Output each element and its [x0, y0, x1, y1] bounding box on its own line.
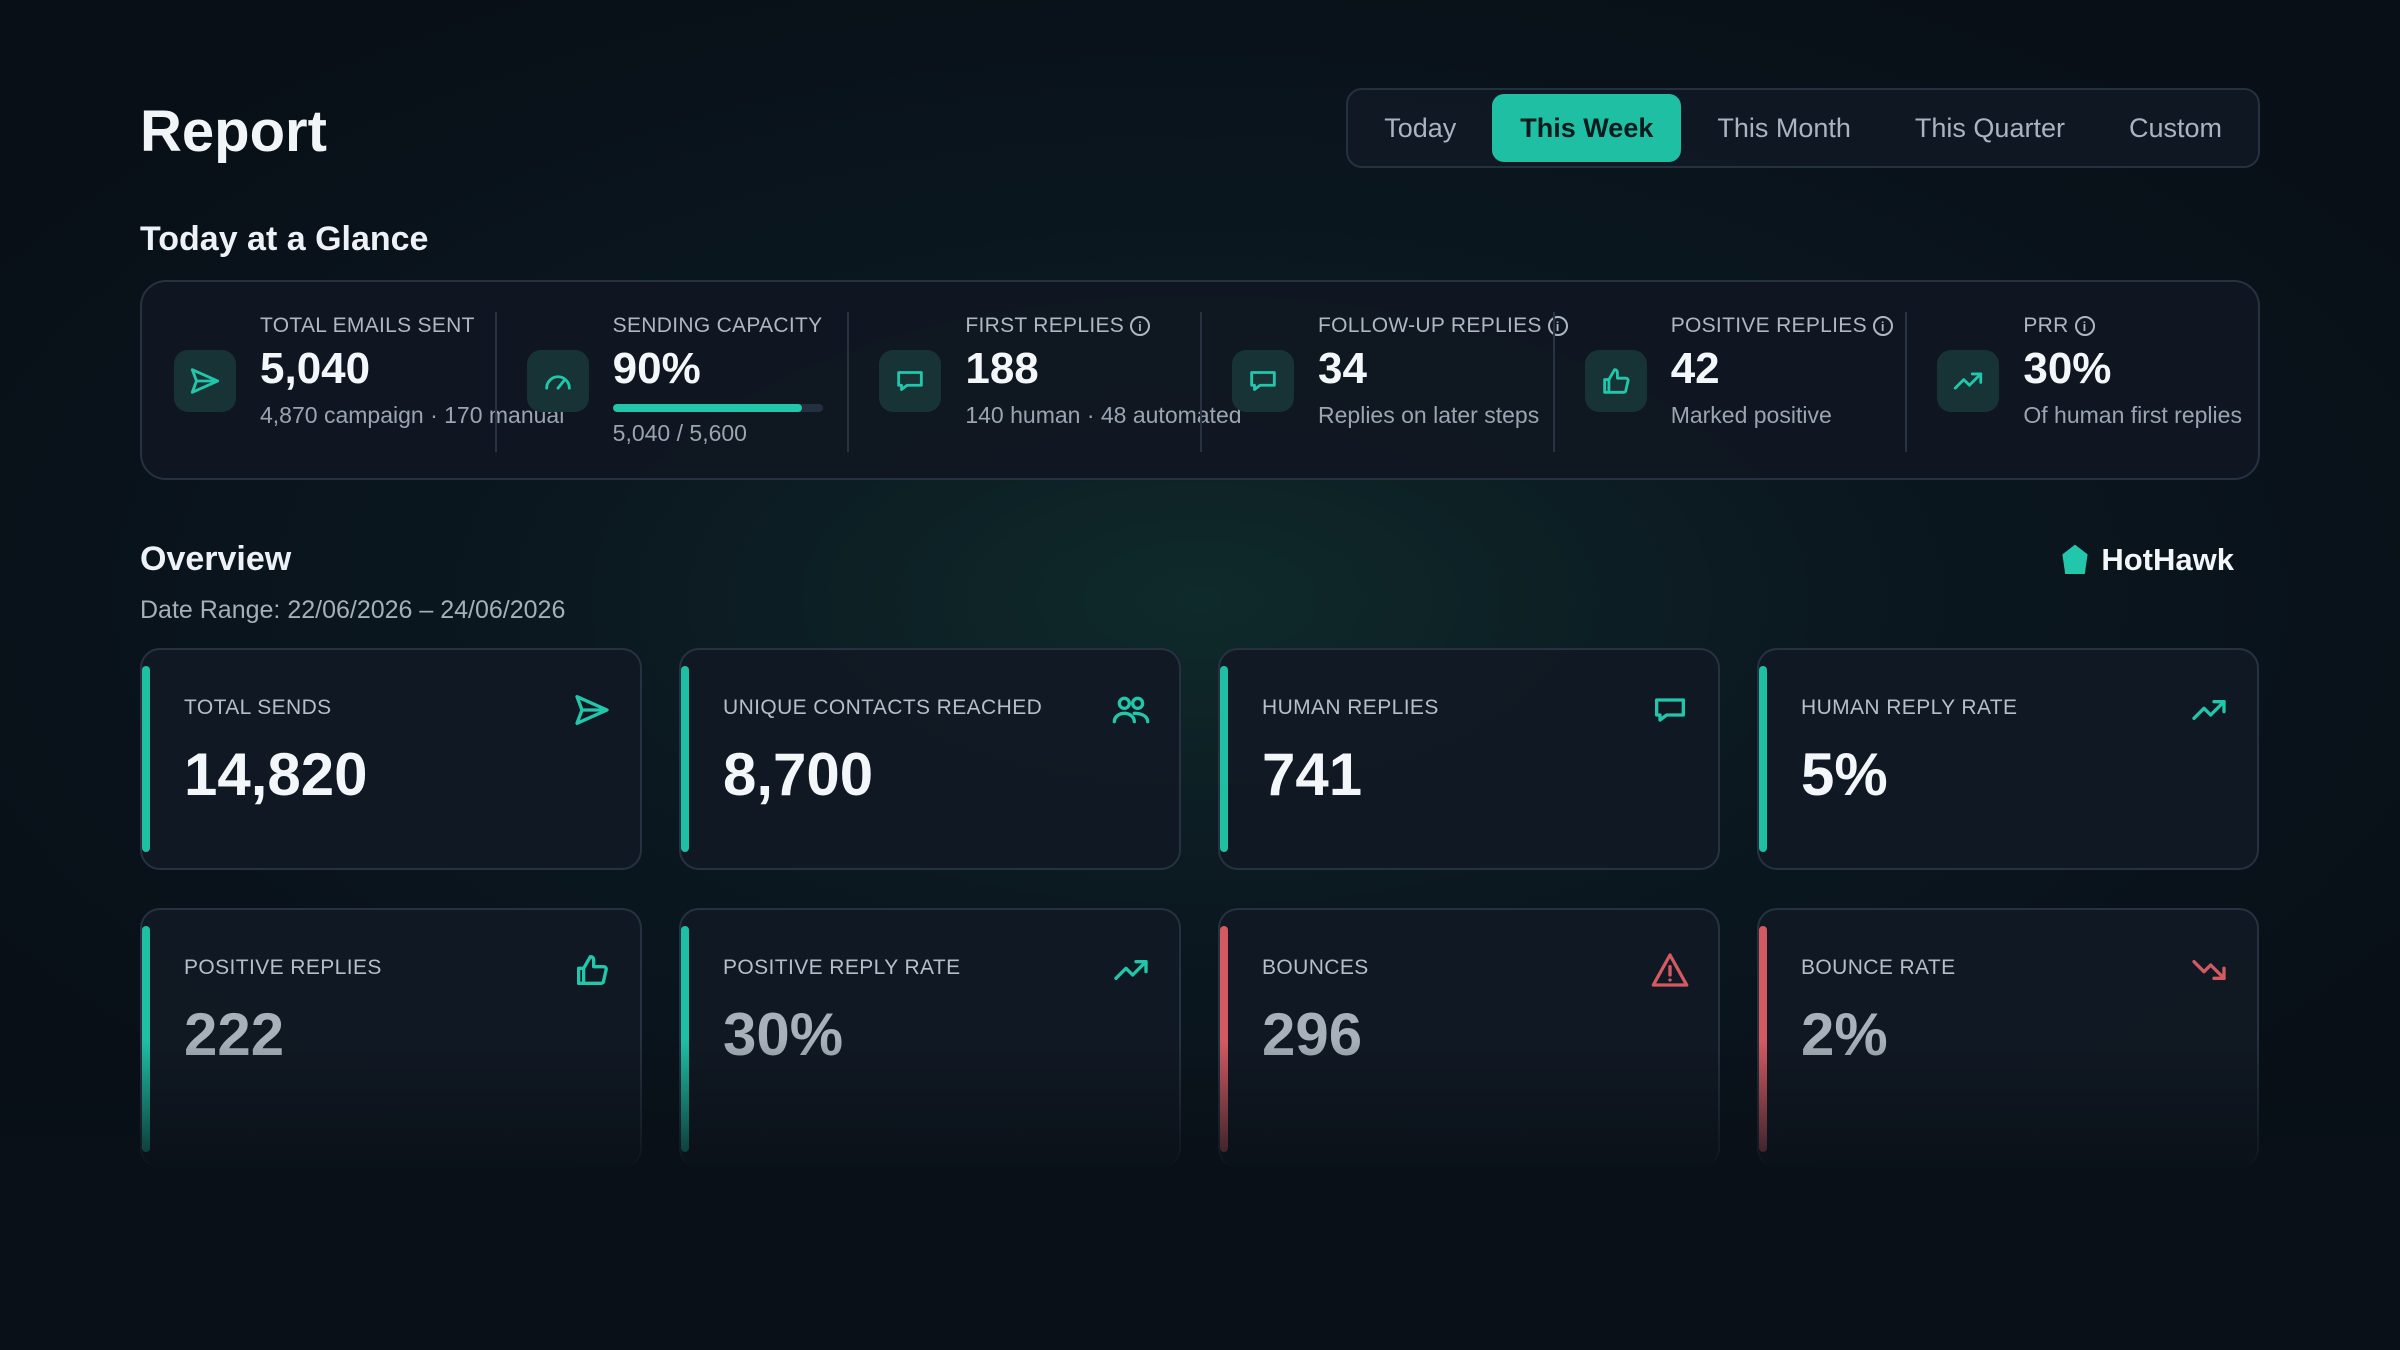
date-range-tabs: Today This Week This Month This Quarter …	[1346, 88, 2260, 168]
users-icon	[1112, 696, 1150, 724]
info-icon[interactable]: i	[1872, 316, 1893, 336]
send-icon	[575, 695, 609, 725]
info-icon[interactable]: i	[2074, 316, 2095, 336]
glance-sub: Of human first replies	[2023, 402, 2242, 428]
glance-sub: 5,040 / 5,600	[612, 420, 747, 446]
glance-item-positive-replies: POSITIVE REPLIES i 42 Marked positive	[1552, 282, 1906, 478]
metric-label: UNIQUE CONTACTS REACHED	[723, 696, 1043, 719]
tab-this-quarter[interactable]: This Quarter	[1914, 112, 2065, 143]
glance-section-title: Today at a Glance	[140, 220, 429, 258]
glance-sub: Marked positive	[1670, 402, 1832, 428]
glance-label: POSITIVE REPLIES	[1670, 314, 1867, 337]
card-accent-bar	[681, 926, 689, 1152]
capacity-progress-fill	[612, 404, 802, 412]
tab-this-month[interactable]: This Month	[1717, 112, 1851, 143]
glance-sub: Replies on later steps	[1318, 402, 1540, 428]
info-icon[interactable]: i	[1547, 316, 1568, 336]
hothawk-logo-icon	[2062, 544, 2088, 574]
card-accent-bar	[142, 666, 150, 852]
trend-down-icon	[2192, 960, 2226, 980]
glance-item-follow-up-replies: FOLLOW-UP REPLIES i 34 Replies on later s…	[1200, 282, 1568, 478]
glance-value: 42	[1670, 344, 1720, 393]
glance-card: TOTAL EMAILS SENT 5,040 4,870 campaign ·…	[140, 280, 2260, 480]
trend-up-icon	[1114, 960, 1148, 980]
brand-name: HotHawk	[2101, 542, 2234, 577]
warning-icon	[1651, 953, 1689, 987]
metric-card-human-replies: HUMAN REPLIES 741	[1218, 648, 1720, 870]
metric-label: HUMAN REPLIES	[1262, 696, 1439, 719]
chat-icon	[879, 350, 942, 412]
glance-label: SENDING CAPACITY	[612, 314, 823, 337]
glance-label: PRR	[2023, 314, 2069, 337]
metric-label: BOUNCES	[1262, 956, 1369, 979]
tab-custom[interactable]: Custom	[2128, 112, 2222, 143]
metric-label: POSITIVE REPLIES	[184, 956, 382, 979]
card-accent-bar	[1759, 926, 1767, 1152]
overview-section-title: Overview	[140, 540, 292, 578]
trend-up-icon	[2192, 700, 2226, 720]
glance-value: 90%	[612, 344, 701, 393]
metric-card-unique-contacts: UNIQUE CONTACTS REACHED 8,700	[679, 648, 1181, 870]
tab-today[interactable]: Today	[1384, 112, 1457, 143]
glance-label: FOLLOW-UP REPLIES	[1318, 314, 1542, 337]
card-accent-bar	[1759, 666, 1767, 852]
metric-value: 5%	[1801, 741, 1888, 808]
glance-item-total-emails-sent: TOTAL EMAILS SENT 5,040 4,870 campaign ·…	[142, 282, 564, 478]
glance-sub: 4,870 campaign · 170 manual	[260, 402, 565, 428]
date-range-text: Date Range: 22/06/2026 – 24/06/2026	[140, 596, 566, 624]
card-accent-bar	[1220, 666, 1228, 852]
glance-sub: 140 human · 48 automated	[965, 402, 1242, 428]
metric-value: 741	[1262, 741, 1363, 808]
gauge-icon	[526, 350, 589, 412]
send-icon	[174, 350, 236, 412]
metric-card-total-sends: TOTAL SENDS 14,820	[140, 648, 642, 870]
metric-label: TOTAL SENDS	[184, 696, 332, 719]
thumbs-up-icon	[1584, 350, 1647, 412]
card-accent-bar	[142, 926, 150, 1152]
metric-label: BOUNCE RATE	[1801, 956, 1956, 979]
report-page: Report Today This Week This Month This Q…	[140, 0, 2260, 1350]
tab-this-week[interactable]: This Week	[1492, 94, 1682, 162]
glance-label: FIRST REPLIES	[965, 314, 1125, 337]
chat-icon	[1232, 350, 1295, 412]
metric-card-human-reply-rate: HUMAN REPLY RATE 5%	[1757, 648, 2259, 870]
metric-label: POSITIVE REPLY RATE	[723, 956, 961, 979]
glance-item-first-replies: FIRST REPLIES i 188 140 human · 48 automa…	[847, 282, 1242, 478]
glance-value: 5,040	[260, 344, 371, 393]
trend-up-icon	[1937, 350, 2000, 412]
metric-label: HUMAN REPLY RATE	[1801, 696, 2018, 719]
bottom-fade-overlay	[0, 1040, 2400, 1350]
capacity-progress-bar	[612, 404, 823, 412]
glance-item-sending-capacity: SENDING CAPACITY 90% 5,040 / 5,600	[494, 282, 848, 478]
glance-value: 30%	[2023, 344, 2112, 393]
glance-value: 188	[965, 344, 1039, 393]
page-title: Report	[140, 99, 327, 164]
brand-logo: HotHawk	[2061, 542, 2234, 578]
metric-value: 8,700	[723, 741, 874, 808]
chat-icon	[1655, 698, 1685, 722]
info-icon[interactable]: i	[1130, 316, 1151, 336]
thumbs-up-icon	[577, 955, 608, 985]
card-accent-bar	[1220, 926, 1228, 1152]
glance-label: TOTAL EMAILS SENT	[260, 314, 475, 337]
card-accent-bar	[681, 666, 689, 852]
glance-value: 34	[1318, 344, 1367, 393]
metric-value: 14,820	[184, 741, 368, 808]
glance-item-prr: PRR i 30% Of human first replies	[1905, 282, 2258, 478]
